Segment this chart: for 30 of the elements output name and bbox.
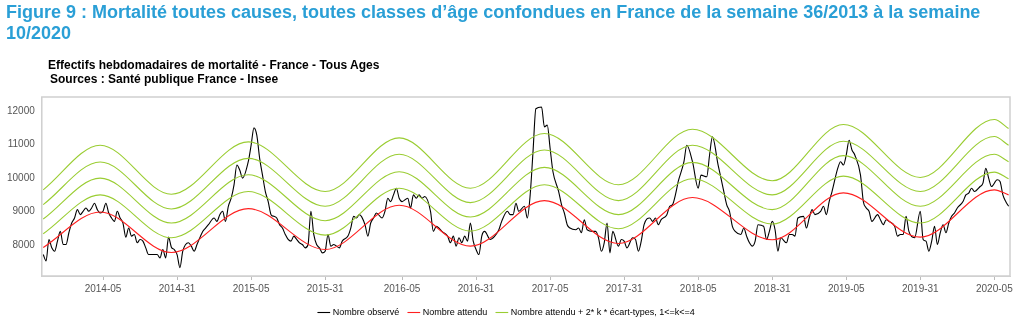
y-tick-label: 12000 [7,104,36,116]
x-tick-label: 2016-31 [457,282,495,294]
x-tick-label: 2016-05 [383,282,421,294]
line-series [42,171,1010,239]
line-series [42,153,1010,224]
x-tick-label: 2014-05 [84,282,122,294]
x-tick-label: 2015-31 [306,282,344,294]
source-note: Sources : Santé publique France - Insee [50,72,279,86]
line-series [42,189,1010,254]
x-tick-label: 2020-05 [975,282,1014,294]
x-tick-label: 2018-31 [753,282,792,294]
line-series [42,136,1010,210]
line-series [42,118,1010,195]
chart-subtitle: Effectifs hebdomadaires de mortalité - France - Tous Ages [48,58,380,72]
x-tick-label: 2014-31 [158,282,196,294]
chart-title: Figure 9 : Mortalité toutes causes, toutes classes d’âge confondues en France de la semaine 36/2013 à la semaine 10/2020 [6,2,982,44]
y-tick-label: 8000 [12,238,36,250]
x-tick-label: 2019-05 [827,282,866,294]
y-tick-label: 10000 [7,171,36,183]
legend-label: Nombre attendu [422,306,488,317]
line-series [42,106,1010,269]
legend-label: Nombre observé [332,306,400,317]
y-tick-label: 11000 [7,138,36,150]
x-tick-label: 2015-05 [232,282,270,294]
x-tick-label: 2019-31 [901,282,940,294]
x-tick-label: 2017-05 [531,282,569,294]
x-tick-label: 2018-05 [679,282,717,294]
legend-label: Nombre attendu + 2* k * écart-types, 1<=k<=4 [510,306,695,317]
y-tick-label: 9000 [12,205,36,217]
x-tick-label: 2017-31 [605,282,643,294]
